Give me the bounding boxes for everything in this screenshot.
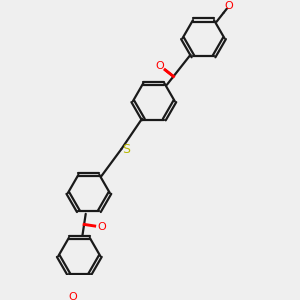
Text: O: O (69, 292, 78, 300)
Text: O: O (224, 1, 233, 11)
Text: O: O (155, 61, 164, 70)
Text: S: S (122, 142, 130, 156)
Text: O: O (97, 222, 106, 232)
